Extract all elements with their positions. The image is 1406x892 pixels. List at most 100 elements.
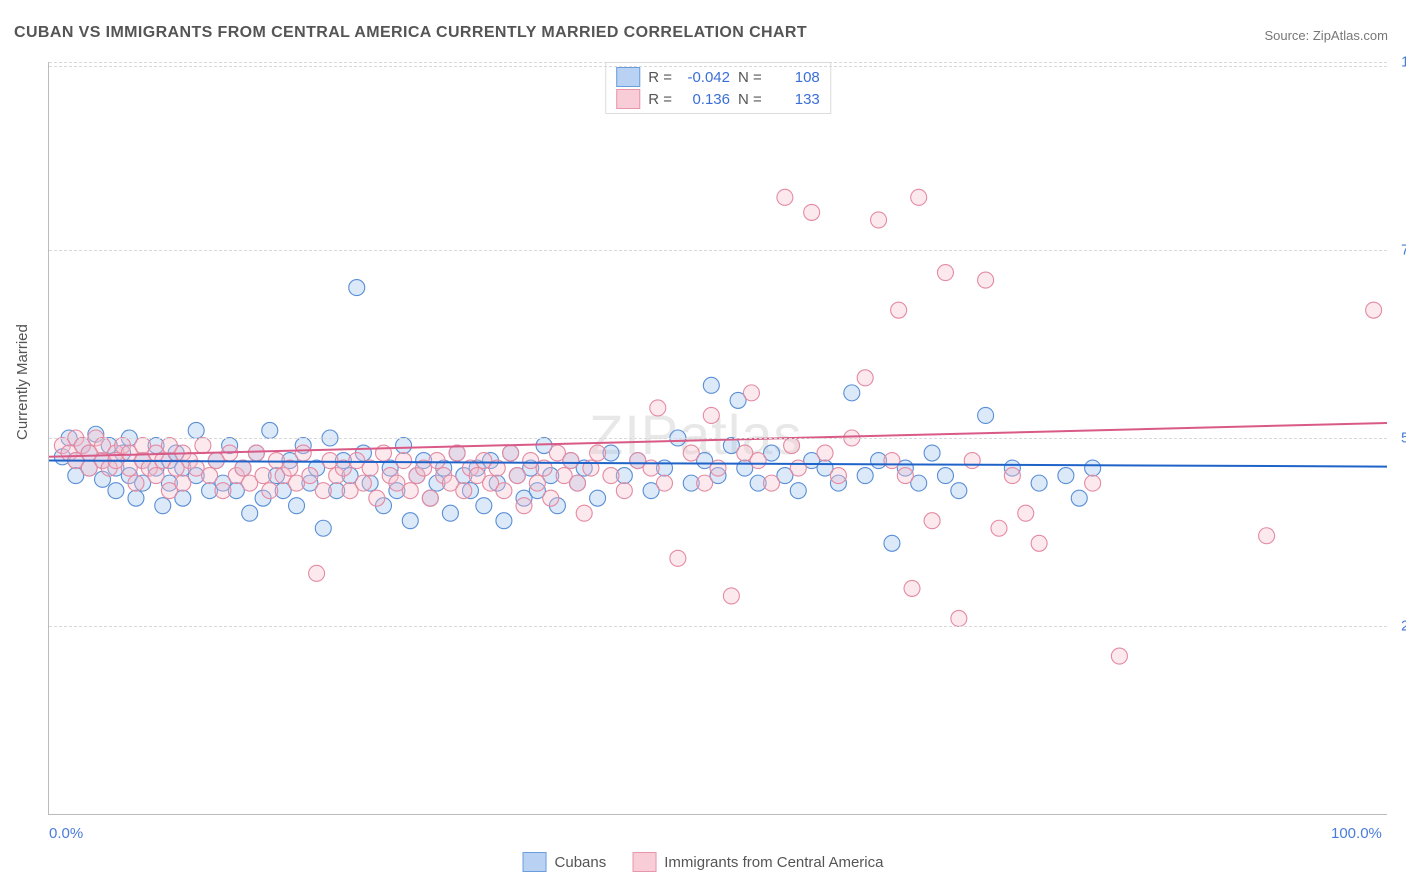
- chart-container: CUBAN VS IMMIGRANTS FROM CENTRAL AMERICA…: [0, 0, 1406, 892]
- y-axis-title: Currently Married: [14, 324, 31, 440]
- data-point: [590, 490, 606, 506]
- data-point: [563, 453, 579, 469]
- legend-r-value-cubans: -0.042: [678, 69, 730, 86]
- plot-area: ZIPatlas R =-0.042 N =108 R =0.136 N =13…: [48, 62, 1387, 815]
- gridline: [49, 66, 1387, 67]
- data-point: [683, 445, 699, 461]
- data-point: [529, 475, 545, 491]
- data-point: [764, 475, 780, 491]
- legend-n-value-cubans: 108: [768, 69, 820, 86]
- legend-n-label: N =: [738, 91, 762, 108]
- data-point: [964, 453, 980, 469]
- data-point: [215, 483, 231, 499]
- source-attribution: Source: ZipAtlas.com: [1264, 28, 1388, 43]
- data-point: [703, 377, 719, 393]
- data-point: [790, 460, 806, 476]
- data-point: [911, 189, 927, 205]
- data-point: [857, 468, 873, 484]
- data-point: [1018, 505, 1034, 521]
- data-point: [743, 385, 759, 401]
- gridline: [49, 62, 1387, 63]
- data-point: [804, 204, 820, 220]
- data-point: [235, 460, 251, 476]
- data-point: [188, 422, 204, 438]
- data-point: [496, 513, 512, 529]
- data-point: [429, 453, 445, 469]
- gridline: [49, 438, 1387, 439]
- legend-r-label: R =: [648, 91, 672, 108]
- data-point: [670, 550, 686, 566]
- trend-line: [49, 423, 1387, 457]
- data-point: [1085, 475, 1101, 491]
- swatch-cubans: [523, 852, 547, 872]
- data-point: [904, 580, 920, 596]
- legend-n-value-central: 133: [768, 91, 820, 108]
- data-point: [703, 407, 719, 423]
- data-point: [175, 475, 191, 491]
- source-label: Source:: [1264, 28, 1312, 43]
- data-point: [155, 498, 171, 514]
- data-point: [456, 483, 472, 499]
- data-point: [309, 565, 325, 581]
- legend-r-value-central: 0.136: [678, 91, 730, 108]
- gridline: [49, 250, 1387, 251]
- legend-label-central: Immigrants from Central America: [664, 854, 883, 871]
- data-point: [128, 490, 144, 506]
- data-point: [315, 520, 331, 536]
- legend-label-cubans: Cubans: [555, 854, 607, 871]
- swatch-cubans: [616, 67, 640, 87]
- data-point: [710, 460, 726, 476]
- data-point: [884, 453, 900, 469]
- data-point: [978, 407, 994, 423]
- data-point: [1004, 468, 1020, 484]
- data-point: [1366, 302, 1382, 318]
- legend-item-cubans: Cubans: [523, 852, 607, 872]
- data-point: [590, 445, 606, 461]
- data-point: [924, 445, 940, 461]
- data-point: [476, 498, 492, 514]
- data-point: [884, 535, 900, 551]
- data-point: [396, 438, 412, 454]
- data-point: [570, 475, 586, 491]
- data-point: [355, 475, 371, 491]
- data-point: [1031, 535, 1047, 551]
- legend-series: Cubans Immigrants from Central America: [523, 852, 884, 872]
- data-point: [924, 513, 940, 529]
- data-point: [844, 385, 860, 401]
- x-tick-label: 100.0%: [1331, 825, 1382, 842]
- data-point: [891, 302, 907, 318]
- data-point: [1111, 648, 1127, 664]
- legend-r-label: R =: [648, 69, 672, 86]
- data-point: [1071, 490, 1087, 506]
- data-point: [723, 588, 739, 604]
- chart-title: CUBAN VS IMMIGRANTS FROM CENTRAL AMERICA…: [14, 24, 807, 42]
- x-tick-label: 0.0%: [49, 825, 83, 842]
- data-point: [396, 453, 412, 469]
- data-point: [857, 370, 873, 386]
- data-point: [978, 272, 994, 288]
- y-tick-label: 25.0%: [1393, 618, 1406, 635]
- data-point: [1085, 460, 1101, 476]
- legend-item-central: Immigrants from Central America: [632, 852, 883, 872]
- data-point: [202, 468, 218, 484]
- data-point: [503, 445, 519, 461]
- data-point: [830, 468, 846, 484]
- source-value: ZipAtlas.com: [1313, 28, 1388, 43]
- gridline: [49, 626, 1387, 627]
- data-point: [496, 483, 512, 499]
- data-point: [302, 468, 318, 484]
- data-point: [262, 422, 278, 438]
- data-point: [242, 505, 258, 521]
- data-point: [422, 490, 438, 506]
- data-point: [442, 505, 458, 521]
- y-tick-label: 50.0%: [1393, 430, 1406, 447]
- data-point: [108, 483, 124, 499]
- data-point: [951, 483, 967, 499]
- data-point: [650, 400, 666, 416]
- y-tick-label: 75.0%: [1393, 242, 1406, 259]
- data-point: [148, 468, 164, 484]
- data-point: [402, 483, 418, 499]
- data-point: [817, 445, 833, 461]
- data-point: [315, 483, 331, 499]
- data-point: [937, 468, 953, 484]
